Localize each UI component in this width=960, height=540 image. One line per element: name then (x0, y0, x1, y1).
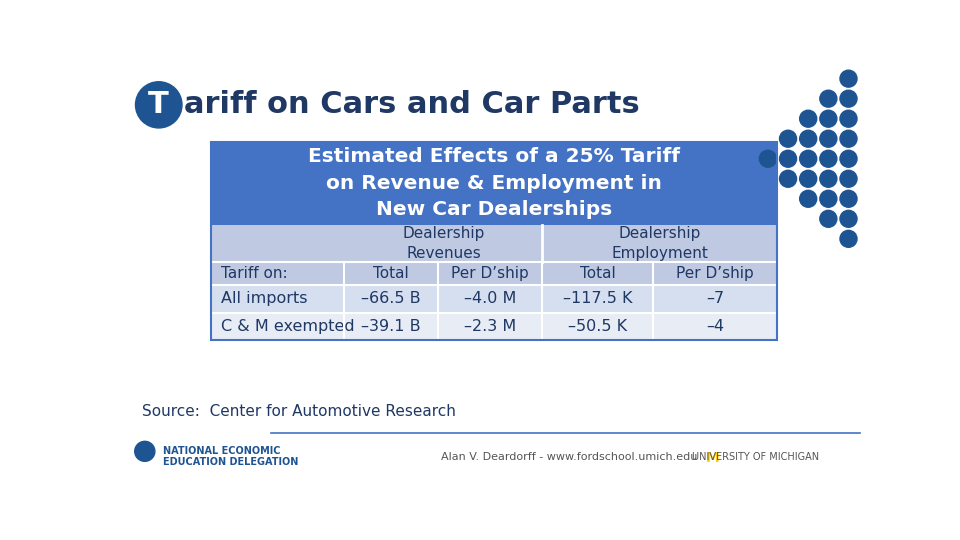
Circle shape (800, 110, 817, 127)
Text: T: T (149, 90, 169, 119)
Text: Source:  Center for Automotive Research: Source: Center for Automotive Research (142, 404, 456, 419)
Text: Dealership
Employment: Dealership Employment (612, 226, 708, 261)
Circle shape (820, 210, 837, 227)
FancyBboxPatch shape (211, 142, 778, 225)
Text: –7: –7 (706, 292, 724, 306)
Text: ariff on Cars and Car Parts: ariff on Cars and Car Parts (183, 90, 639, 119)
Circle shape (840, 170, 857, 187)
Text: Per D’ship: Per D’ship (676, 266, 754, 281)
Circle shape (780, 150, 797, 167)
Text: –2.3 M: –2.3 M (464, 319, 516, 334)
Text: M: M (706, 450, 720, 464)
Circle shape (800, 190, 817, 207)
Circle shape (780, 170, 797, 187)
Text: Tariff on:: Tariff on: (221, 266, 287, 281)
Circle shape (840, 70, 857, 87)
FancyBboxPatch shape (211, 313, 778, 340)
Circle shape (840, 90, 857, 107)
Circle shape (840, 190, 857, 207)
Text: EDUCATION DELEGATION: EDUCATION DELEGATION (162, 457, 298, 467)
Text: Total: Total (580, 266, 615, 281)
Text: Per D’ship: Per D’ship (451, 266, 529, 281)
Circle shape (820, 150, 837, 167)
Circle shape (800, 130, 817, 147)
Text: –4: –4 (706, 319, 724, 334)
Text: Dealership
Revenues: Dealership Revenues (402, 226, 485, 261)
Text: –117.5 K: –117.5 K (563, 292, 633, 306)
Circle shape (780, 130, 797, 147)
Circle shape (840, 130, 857, 147)
FancyBboxPatch shape (211, 285, 778, 313)
Circle shape (820, 170, 837, 187)
Circle shape (840, 150, 857, 167)
Circle shape (135, 82, 182, 128)
Circle shape (820, 110, 837, 127)
Circle shape (820, 130, 837, 147)
Circle shape (840, 231, 857, 247)
Text: –66.5 B: –66.5 B (361, 292, 420, 306)
Text: UNIVERSITY OF MICHIGAN: UNIVERSITY OF MICHIGAN (692, 453, 819, 462)
Circle shape (820, 190, 837, 207)
Circle shape (800, 150, 817, 167)
Circle shape (840, 110, 857, 127)
Circle shape (134, 441, 155, 461)
Text: Total: Total (373, 266, 409, 281)
Text: NATIONAL ECONOMIC: NATIONAL ECONOMIC (162, 447, 280, 456)
Text: –50.5 K: –50.5 K (568, 319, 627, 334)
Text: Estimated Effects of a 25% Tariff
on Revenue & Employment in
New Car Dealerships: Estimated Effects of a 25% Tariff on Rev… (308, 147, 681, 219)
Text: Alan V. Deardorff - www.fordschool.umich.edu: Alan V. Deardorff - www.fordschool.umich… (442, 453, 698, 462)
Text: –39.1 B: –39.1 B (361, 319, 420, 334)
Text: –4.0 M: –4.0 M (464, 292, 516, 306)
FancyBboxPatch shape (211, 225, 778, 262)
Text: C & M exempted: C & M exempted (221, 319, 354, 334)
Text: All imports: All imports (221, 292, 307, 306)
Circle shape (759, 150, 777, 167)
FancyBboxPatch shape (211, 262, 778, 285)
Circle shape (820, 90, 837, 107)
Circle shape (800, 170, 817, 187)
Circle shape (840, 210, 857, 227)
